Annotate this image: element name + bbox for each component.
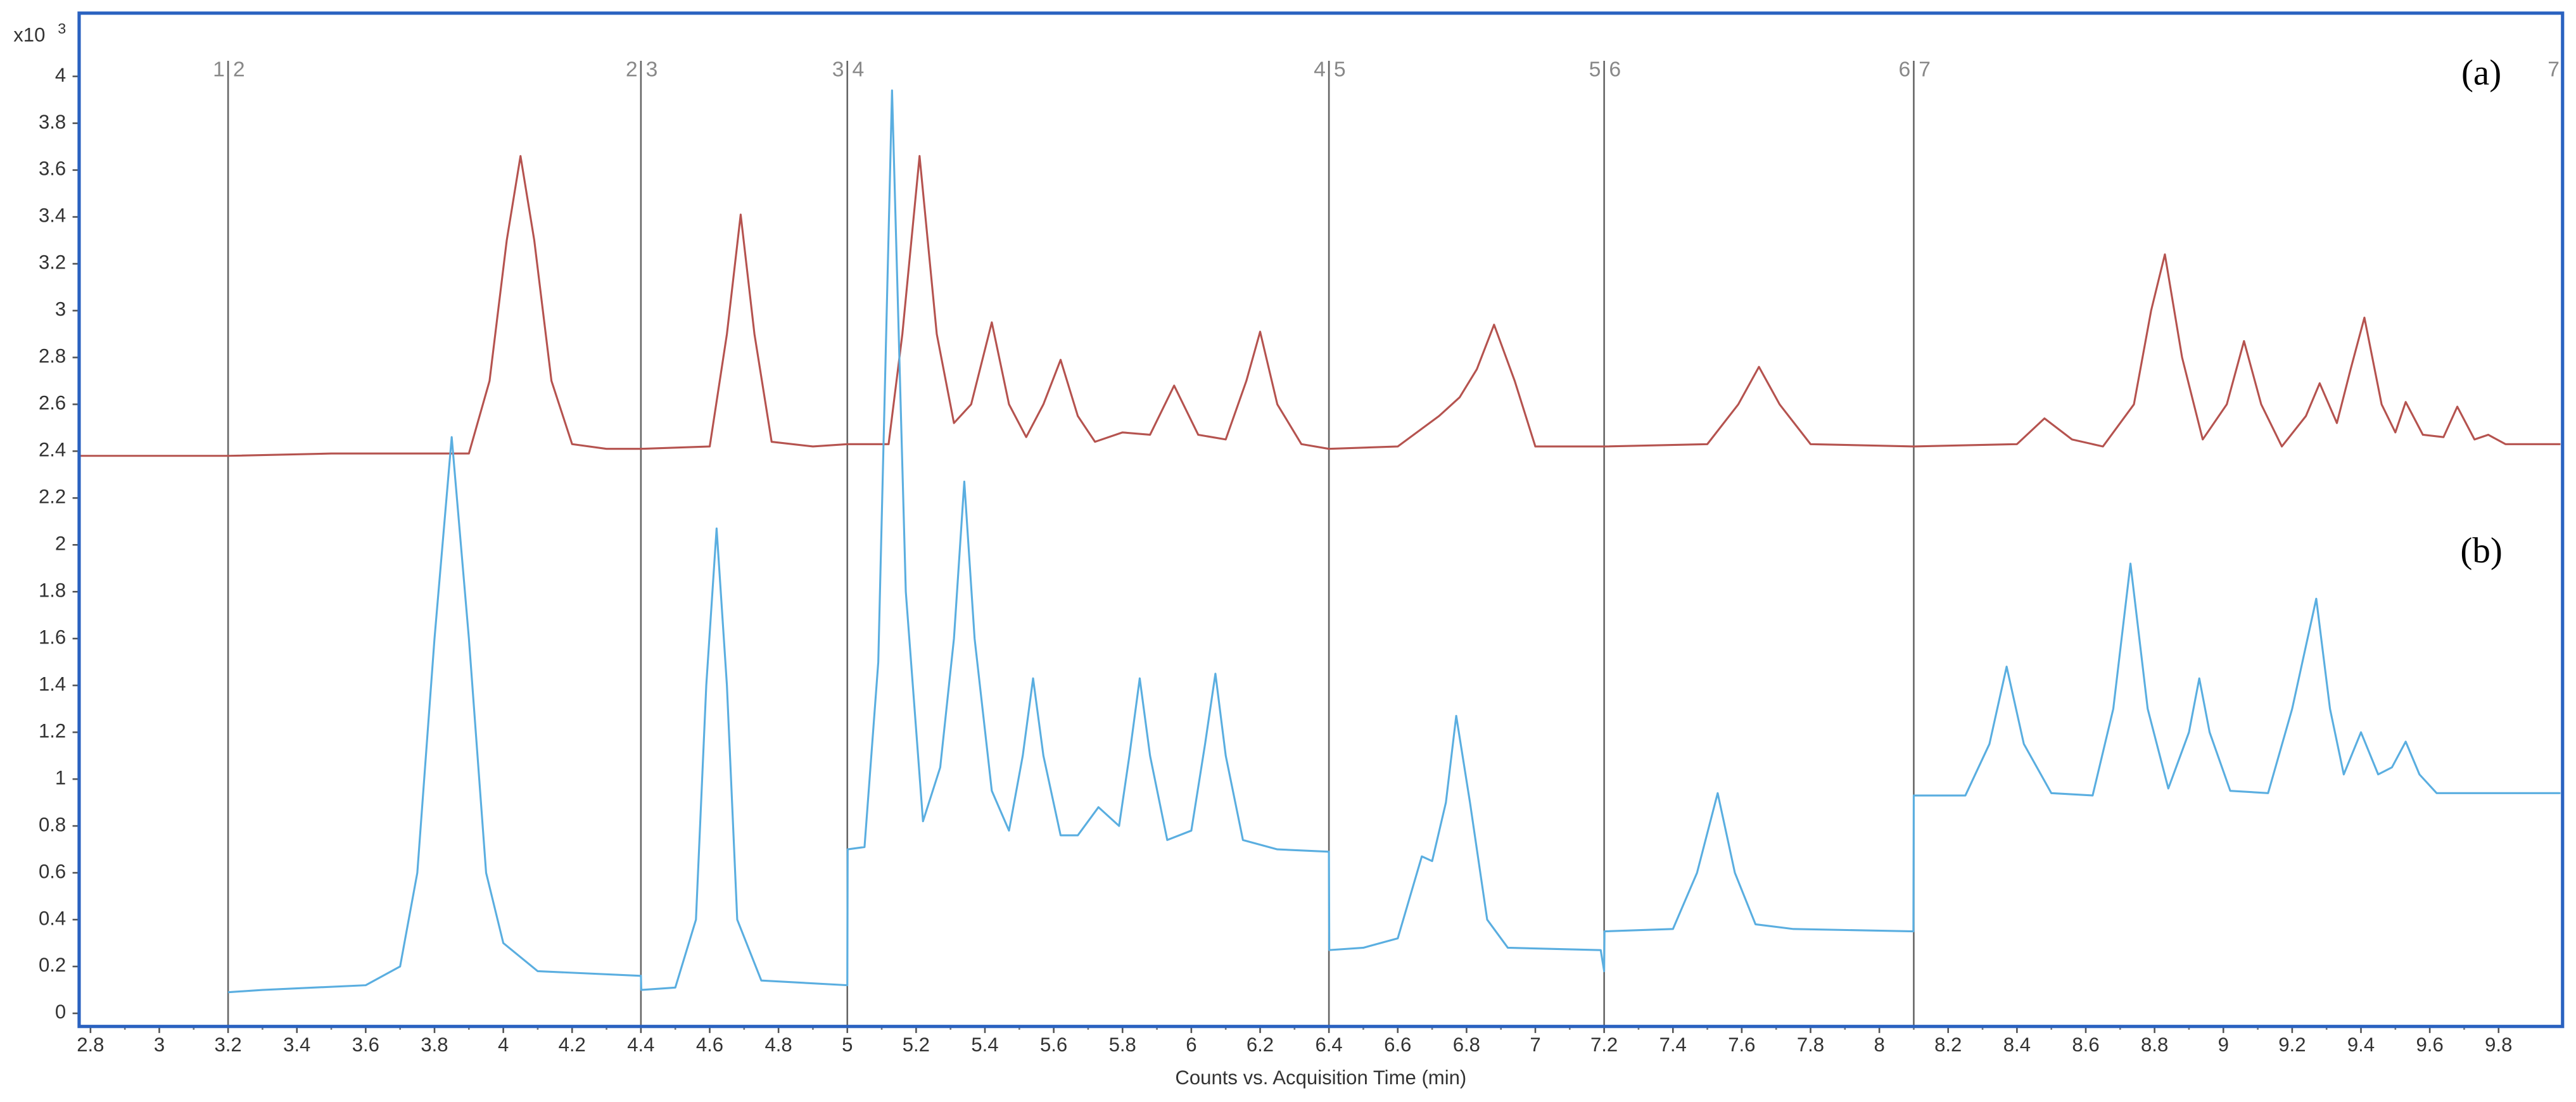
segment-label: 1 — [213, 57, 225, 81]
y-tick-label: 0.2 — [39, 954, 66, 976]
x-tick-label: 8 — [1874, 1034, 1884, 1056]
series-line — [80, 155, 2561, 457]
x-tick-label: 9.2 — [2278, 1034, 2306, 1056]
segment-label: 2 — [626, 57, 638, 81]
y-tick-label: 1.2 — [39, 719, 66, 742]
x-tick-label: 4.2 — [559, 1034, 586, 1056]
x-tick-label: 7.2 — [1590, 1034, 1618, 1056]
y-tick-label: 3.2 — [39, 251, 66, 274]
segment-label: 3 — [646, 57, 658, 81]
y-tick-label: 2.4 — [39, 439, 66, 461]
x-tick-label: 6.6 — [1384, 1034, 1411, 1056]
y-tick-label: 1.6 — [39, 626, 66, 648]
y-tick-label: 3.8 — [39, 111, 66, 133]
x-tick-label: 7.4 — [1659, 1034, 1687, 1056]
annotation: (b) — [2460, 531, 2502, 571]
x-tick-label: 8.6 — [2072, 1034, 2099, 1056]
y-multiplier-base: x10 — [13, 23, 45, 46]
y-tick-label: 0 — [55, 1001, 66, 1023]
x-tick-label: 3.2 — [214, 1034, 241, 1056]
y-tick-label: 4 — [55, 64, 66, 86]
segment-label: 6 — [1609, 57, 1621, 81]
plot-frame — [77, 11, 2565, 1029]
y-tick-label: 2 — [55, 533, 66, 555]
annotation: (a) — [2461, 53, 2501, 93]
x-tick-label: 9.4 — [2347, 1034, 2375, 1056]
x-tick-label: 3.8 — [421, 1034, 448, 1056]
x-tick-label: 6.4 — [1316, 1034, 1343, 1056]
y-tick-label: 0.8 — [39, 813, 66, 835]
y-tick-label: 2.6 — [39, 392, 66, 414]
x-tick-label: 7.8 — [1797, 1034, 1824, 1056]
x-tick-label: 9 — [2218, 1034, 2229, 1056]
segment-label: 7 — [2547, 57, 2560, 81]
segment-label: 3 — [832, 57, 844, 81]
y-tick-label: 3.6 — [39, 158, 66, 180]
x-tick-label: 5 — [842, 1034, 853, 1056]
x-tick-label: 7 — [1530, 1034, 1540, 1056]
y-multiplier-exponent: 3 — [58, 20, 66, 37]
x-tick-label: 5.4 — [971, 1034, 998, 1056]
segment-label: 4 — [853, 57, 865, 81]
x-tick-label: 3 — [154, 1034, 165, 1056]
x-tick-label: 3.6 — [352, 1034, 379, 1056]
y-tick-label: 1.8 — [39, 579, 66, 601]
segment-label: 2 — [233, 57, 245, 81]
x-tick-label: 6.8 — [1453, 1034, 1480, 1056]
x-tick-label: 9.8 — [2485, 1034, 2512, 1056]
x-tick-label: 8.2 — [1934, 1034, 1962, 1056]
x-tick-label: 8.8 — [2141, 1034, 2168, 1056]
x-tick-label: 6 — [1186, 1034, 1196, 1056]
series-line — [228, 89, 2561, 994]
y-tick-label: 1 — [55, 766, 66, 788]
segment-label: 5 — [1589, 57, 1601, 81]
y-tick-label: 0.6 — [39, 860, 66, 882]
x-tick-label: 5.8 — [1109, 1034, 1136, 1056]
y-tick-label: 2.8 — [39, 345, 66, 367]
x-tick-label: 5.6 — [1040, 1034, 1067, 1056]
y-tick-label: 1.4 — [39, 673, 66, 695]
x-tick-label: 7.6 — [1728, 1034, 1755, 1056]
x-tick-label: 3.4 — [283, 1034, 310, 1056]
x-tick-label: 4.8 — [765, 1034, 792, 1056]
x-tick-label: 6.2 — [1247, 1034, 1274, 1056]
x-tick-label: 5.2 — [903, 1034, 930, 1056]
y-tick-label: 0.4 — [39, 907, 66, 929]
x-axis-title: Counts vs. Acquisition Time (min) — [1175, 1067, 1466, 1089]
segment-label: 4 — [1314, 57, 1326, 81]
y-tick-label: 3.4 — [39, 205, 66, 227]
segment-label: 6 — [1899, 57, 1911, 81]
x-tick-label: 4 — [498, 1034, 509, 1056]
segment-label: 7 — [1919, 57, 1931, 81]
x-tick-label: 2.8 — [77, 1034, 104, 1056]
y-tick-label: 2.2 — [39, 486, 66, 508]
segment-label: 5 — [1334, 57, 1346, 81]
x-tick-label: 9.6 — [2416, 1034, 2444, 1056]
y-tick-label: 3 — [55, 298, 66, 320]
x-tick-label: 4.6 — [696, 1034, 723, 1056]
x-tick-label: 4.4 — [627, 1034, 654, 1056]
x-tick-label: 8.4 — [2003, 1034, 2031, 1056]
